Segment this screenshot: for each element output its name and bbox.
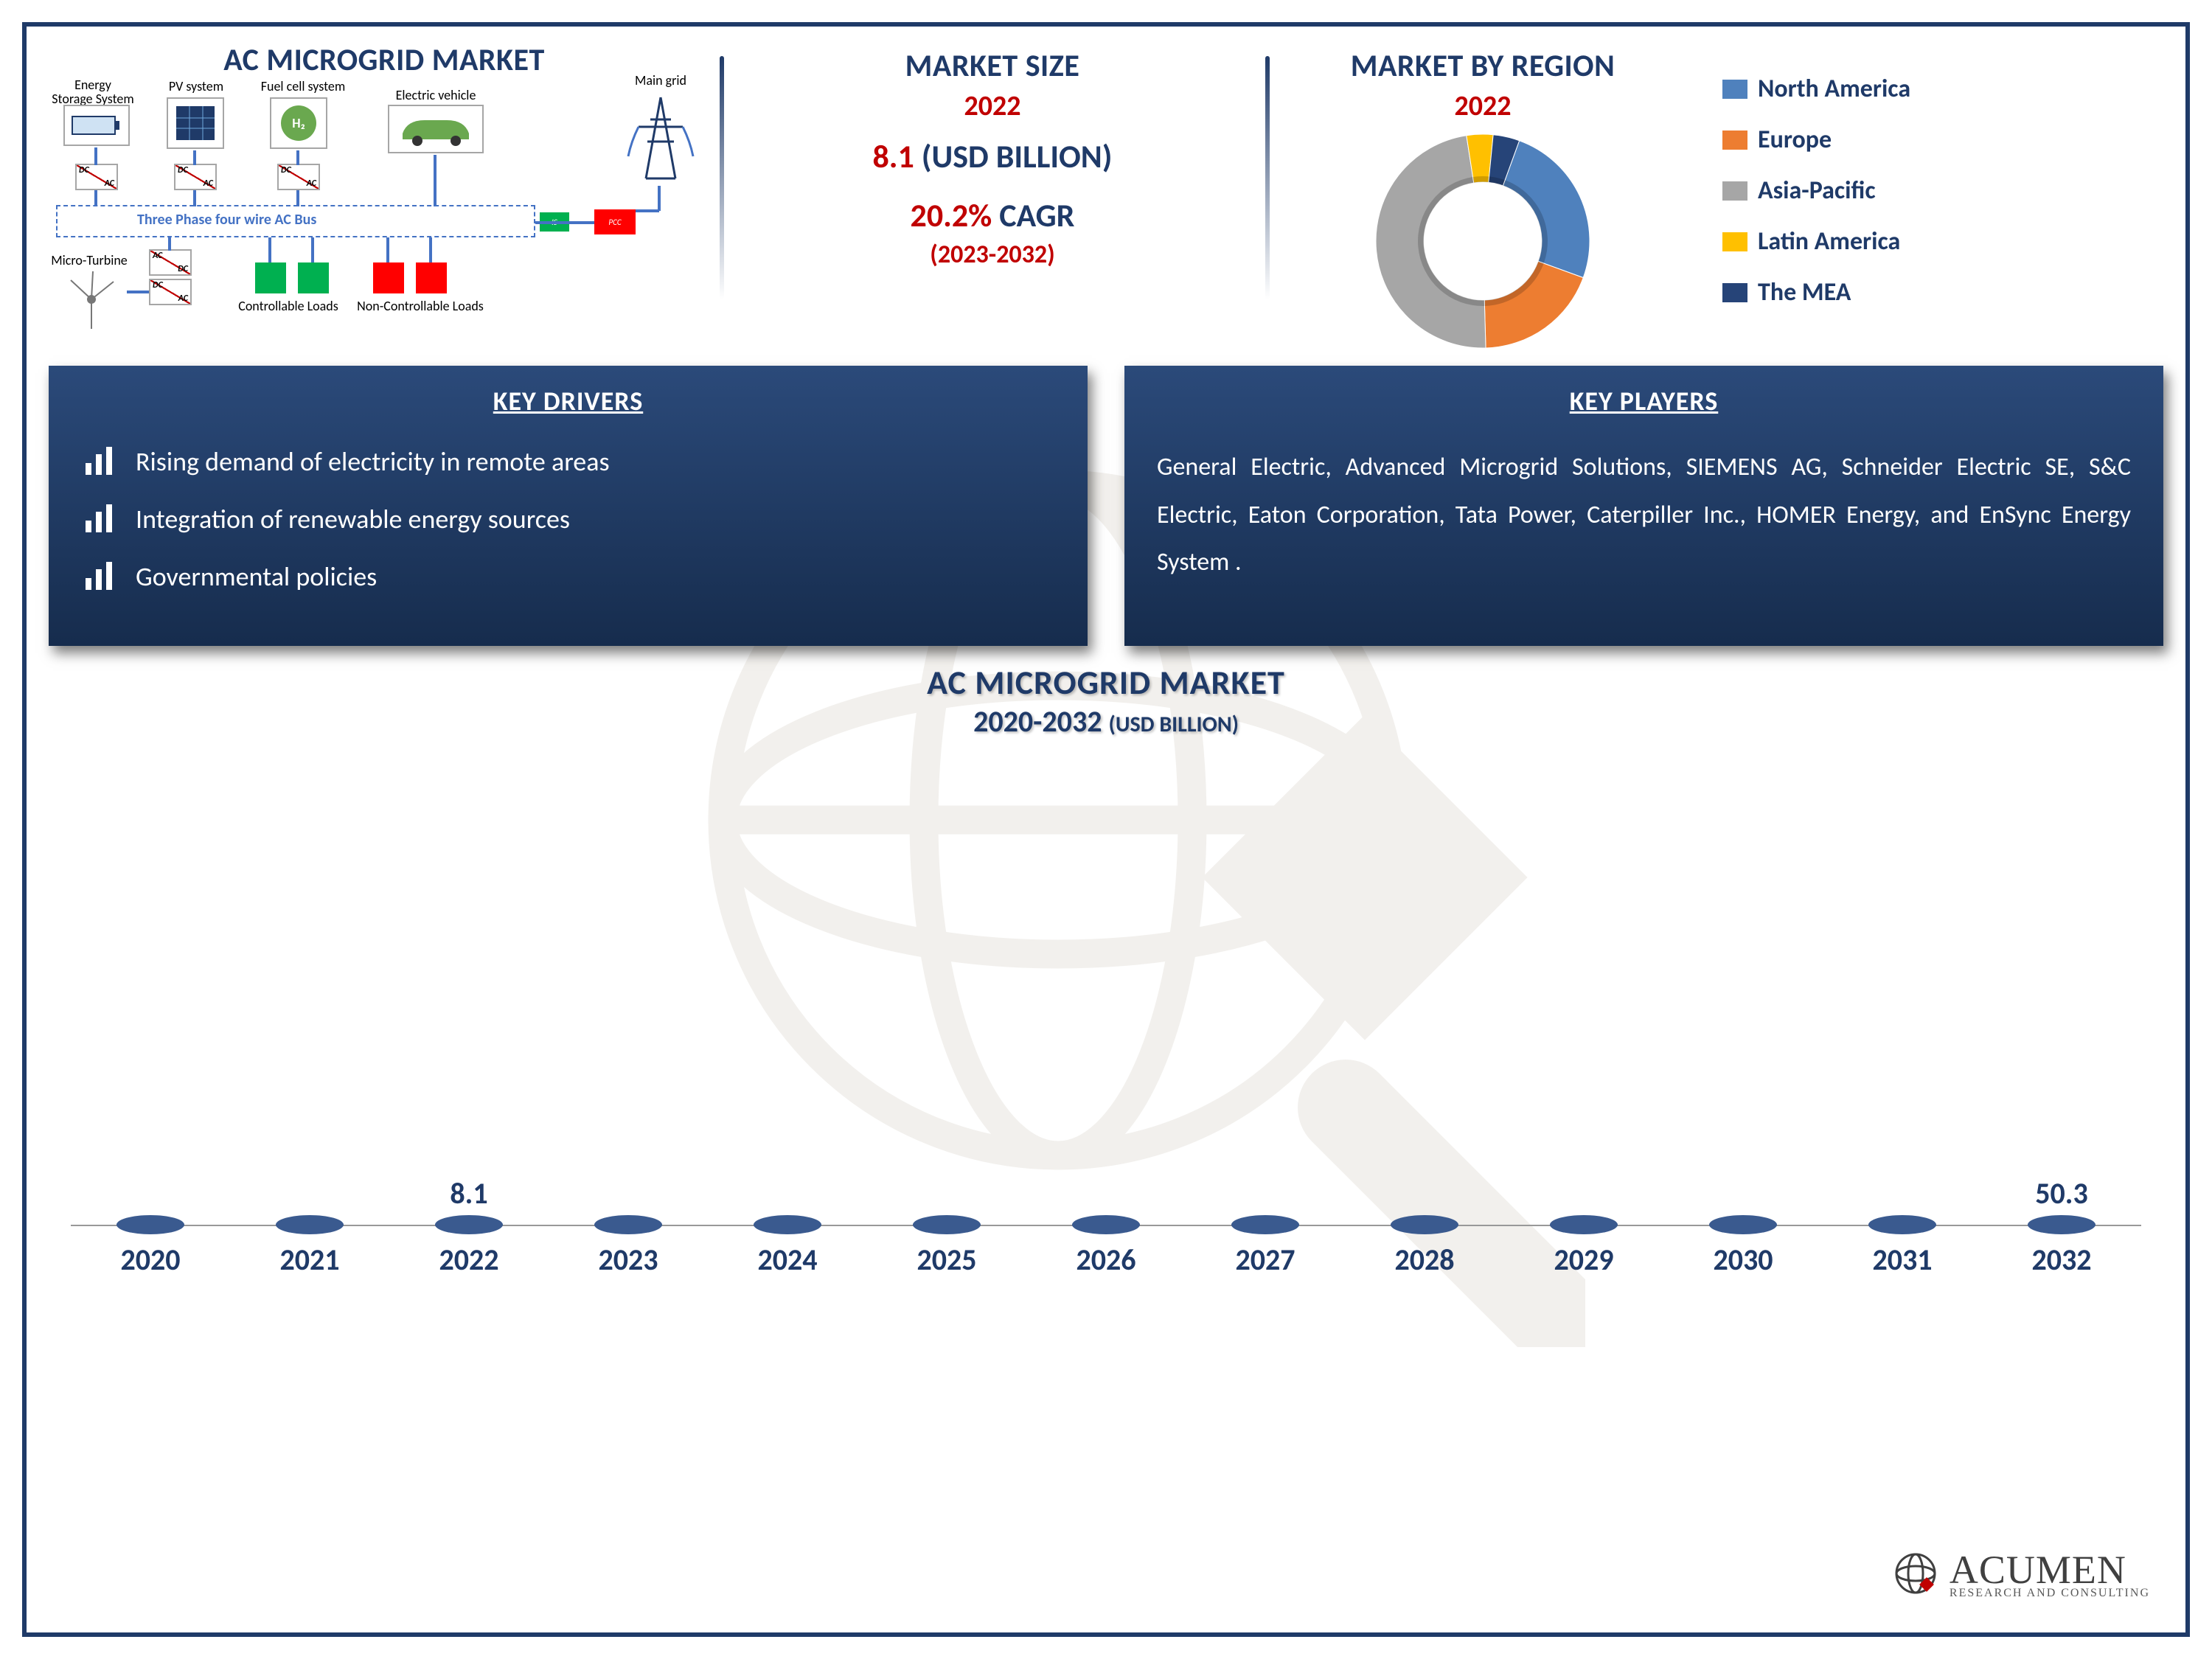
- svg-text:H₂: H₂: [292, 115, 305, 131]
- x-axis-label: 2030: [1663, 1242, 1823, 1278]
- driver-text: Governmental policies: [136, 560, 377, 593]
- bar-slot: 8.1: [389, 1175, 549, 1225]
- key-players-box: KEY PLAYERS General Electric, Advanced M…: [1124, 366, 2163, 646]
- turbine-icon: [56, 267, 127, 330]
- bar-chart-unit: (USD BILLION): [1109, 711, 1239, 738]
- pcc-box: PCC: [594, 209, 636, 234]
- region-block: MARKET BY REGION 2022 North America Europ…: [1265, 41, 2163, 358]
- legend-swatch: [1722, 232, 1747, 251]
- logo-main-text: ACUMEN: [1950, 1547, 2150, 1593]
- legend-label: Europe: [1758, 125, 1832, 155]
- legend-label: Asia-Pacific: [1758, 175, 1876, 206]
- x-axis-label: 2029: [1504, 1242, 1663, 1278]
- key-players-text: General Electric, Advanced Microgrid Sol…: [1157, 444, 2131, 587]
- cagr-label: CAGR: [999, 195, 1074, 235]
- diagram-label: PV system: [159, 80, 233, 94]
- battery-icon: [63, 105, 130, 146]
- driver-item: Governmental policies: [81, 559, 1055, 594]
- grid-tower-icon: [624, 90, 698, 186]
- legend-label: The MEA: [1758, 277, 1851, 307]
- donut-slice: [1503, 141, 1590, 278]
- legend-swatch: [1722, 80, 1747, 99]
- controllable-load: [298, 262, 329, 293]
- diagram-title: AC MICROGRID MARKET: [49, 41, 720, 79]
- diagram-label: Controllable Loads: [230, 299, 347, 313]
- legend-row: The MEA: [1722, 277, 2163, 307]
- bar-icon: [81, 444, 116, 479]
- driver-text: Rising demand of electricity in remote a…: [136, 445, 610, 478]
- legend-swatch: [1722, 131, 1747, 150]
- x-axis-label: 2024: [708, 1242, 867, 1278]
- x-axis-label: 2022: [389, 1242, 549, 1278]
- x-axis-label: 2031: [1823, 1242, 1982, 1278]
- fuel-cell-icon: H₂: [270, 97, 327, 149]
- driver-text: Integration of renewable energy sources: [136, 503, 570, 535]
- x-axis-label: 2028: [1345, 1242, 1504, 1278]
- legend-swatch: [1722, 181, 1747, 201]
- noncontrollable-load: [373, 262, 404, 293]
- diagram-label: Non-Controllable Loads: [347, 299, 494, 313]
- market-size-year: 2022: [720, 89, 1265, 123]
- donut-slice: [1376, 136, 1486, 348]
- region-title: MARKET BY REGION: [1265, 47, 1700, 85]
- x-axis-label: 2020: [71, 1242, 230, 1278]
- market-size-value: 8.1: [872, 136, 914, 176]
- logo-globe-icon: [1892, 1550, 1939, 1597]
- controllable-load: [255, 262, 286, 293]
- acumen-logo: ACUMEN RESEARCH AND CONSULTING: [1892, 1547, 2150, 1600]
- cagr-value: 20.2%: [911, 195, 992, 235]
- diagram-label: EnergyStorage System: [49, 78, 137, 106]
- bar-slot: 50.3: [1982, 1175, 2141, 1225]
- driver-item: Rising demand of electricity in remote a…: [81, 444, 1055, 479]
- diagram-label: Micro-Turbine: [49, 254, 130, 268]
- x-axis-label: 2025: [867, 1242, 1026, 1278]
- region-year: 2022: [1265, 89, 1700, 123]
- driver-item: Integration of renewable energy sources: [81, 501, 1055, 537]
- legend-label: North America: [1758, 74, 1910, 104]
- dc-ac-converter: DCAC: [75, 164, 118, 190]
- x-axis-label: 2023: [549, 1242, 708, 1278]
- legend-row: Europe: [1722, 125, 2163, 155]
- market-size-unit: (USD BILLION): [922, 136, 1113, 176]
- legend-label: Latin America: [1758, 226, 1900, 257]
- cagr-period: (2023-2032): [720, 240, 1265, 270]
- x-axis-label: 2027: [1186, 1242, 1345, 1278]
- bar-value-label: 8.1: [450, 1175, 487, 1211]
- diagram-label: Fuel cell system: [255, 80, 351, 94]
- key-drivers-box: KEY DRIVERS Rising demand of electricity…: [49, 366, 1088, 646]
- ac-bus-label: Three Phase four wire AC Bus: [137, 211, 316, 229]
- legend-row: North America: [1722, 74, 2163, 104]
- region-donut-chart: [1361, 131, 1604, 352]
- market-size-title: MARKET SIZE: [720, 47, 1265, 85]
- noncontrollable-load: [416, 262, 447, 293]
- bar-chart-title: AC MICROGRID MARKET: [49, 662, 2163, 703]
- dc-ac-converter: DCAC: [277, 164, 320, 190]
- dc-ac-converter: DCAC: [149, 279, 192, 305]
- bar-chart-years: 2020-2032: [973, 703, 1102, 740]
- ac-dc-converter: ACDC: [149, 249, 192, 276]
- pv-icon: [167, 97, 224, 149]
- bar-icon: [81, 501, 116, 537]
- legend-row: Latin America: [1722, 226, 2163, 257]
- bar-chart: 8.1 50.3 20202021202220232024202520262027…: [49, 747, 2163, 1278]
- diagram-label: Electric vehicle: [388, 88, 484, 102]
- bar-icon: [81, 559, 116, 594]
- legend-swatch: [1722, 283, 1747, 302]
- x-axis-label: 2032: [1982, 1242, 2141, 1278]
- legend-row: Asia-Pacific: [1722, 175, 2163, 206]
- key-players-title: KEY PLAYERS: [1157, 385, 2131, 417]
- microgrid-diagram: AC MICROGRID MARKET EnergyStorage System…: [49, 41, 720, 358]
- region-legend: North America Europe Asia-Pacific Latin Ame…: [1722, 47, 2163, 358]
- x-axis-label: 2026: [1026, 1242, 1186, 1278]
- x-axis-label: 2021: [230, 1242, 389, 1278]
- market-size-block: MARKET SIZE 2022 8.1 (USD BILLION) 20.2%…: [720, 41, 1265, 358]
- key-drivers-title: KEY DRIVERS: [81, 385, 1055, 417]
- diagram-label: Main grid: [624, 74, 698, 88]
- logo-sub-text: RESEARCH AND CONSULTING: [1950, 1587, 2150, 1600]
- bar-value-label: 50.3: [2035, 1175, 2088, 1211]
- ev-icon: [388, 105, 484, 153]
- dc-ac-converter: DCAC: [174, 164, 217, 190]
